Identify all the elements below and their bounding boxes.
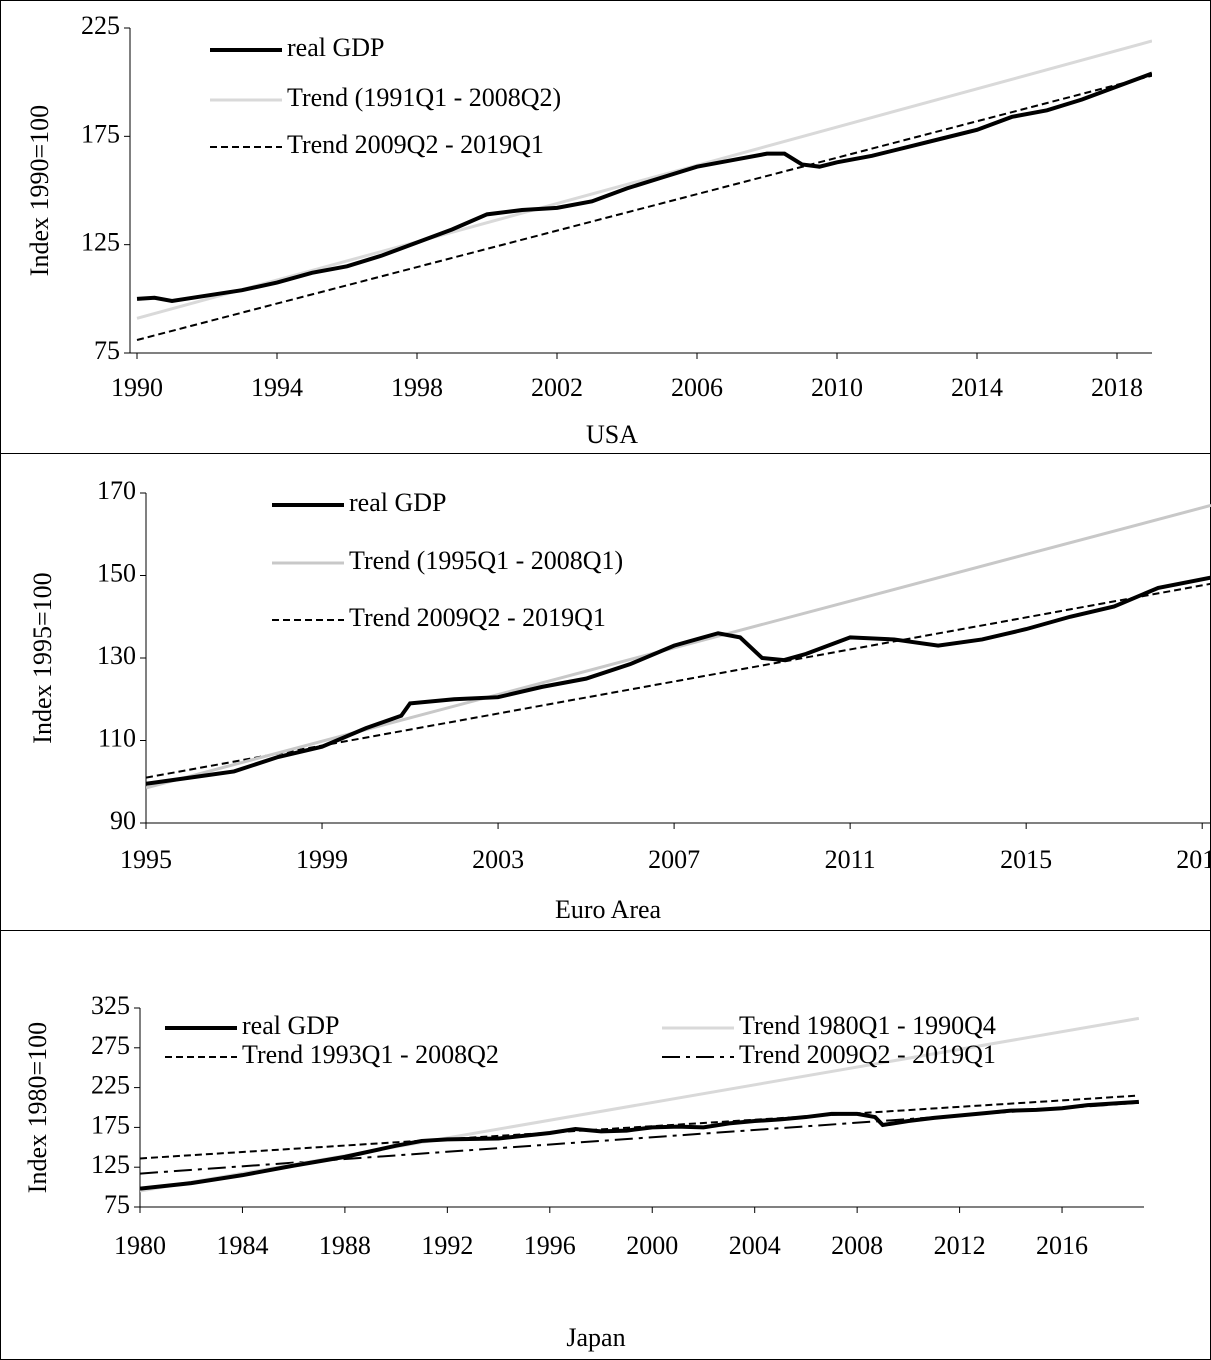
x-tick-label: 2008	[831, 1231, 883, 1260]
legend-label: Trend 1993Q1 - 2008Q2	[242, 1040, 499, 1069]
series-line	[140, 1101, 1139, 1175]
y-tick-label: 175	[91, 1110, 130, 1139]
series-line	[136, 71, 1152, 304]
y-tick-label: 75	[104, 1190, 130, 1219]
series-line	[136, 39, 1152, 320]
x-tick-label: 2007	[648, 845, 700, 874]
x-tick-label: 1998	[391, 373, 443, 402]
legend-label: Trend (1991Q1 - 2008Q2)	[287, 83, 561, 112]
x-tick-label: 1988	[319, 1231, 371, 1260]
legend-label: real GDP	[242, 1011, 339, 1040]
x-tick-label: 2011	[825, 845, 876, 874]
x-tick-label: 1980	[114, 1231, 166, 1260]
series-line	[146, 503, 1211, 790]
y-tick-label: 225	[91, 1071, 130, 1100]
y-tick-label: 125	[91, 1150, 130, 1179]
panel-title: Euro Area	[555, 895, 662, 924]
x-tick-label: 2012	[934, 1231, 986, 1260]
y-tick-label: 170	[97, 476, 136, 505]
y-tick-label: 275	[91, 1031, 130, 1060]
x-tick-label: 2015	[1000, 845, 1052, 874]
x-tick-label: 2000	[626, 1231, 678, 1260]
x-tick-label: 1996	[524, 1231, 576, 1260]
x-tick-label: 1992	[421, 1231, 473, 1260]
x-tick-label: 2003	[472, 845, 524, 874]
x-tick-label: 2004	[729, 1231, 781, 1260]
legend-label: Trend 2009Q2 - 2019Q1	[739, 1040, 996, 1069]
y-axis-title: Index 1995=100	[28, 572, 57, 743]
y-axis-title: Index 1980=100	[23, 1022, 52, 1193]
legend-label: real GDP	[287, 33, 384, 62]
x-tick-label: 2018	[1091, 373, 1143, 402]
y-tick-label: 75	[94, 336, 120, 365]
y-tick-label: 325	[91, 991, 130, 1020]
legend-label: Trend (1995Q1 - 2008Q1)	[349, 546, 623, 575]
panel-title: USA	[586, 420, 638, 449]
y-tick-label: 130	[97, 641, 136, 670]
x-tick-label: 1995	[120, 845, 172, 874]
y-tick-label: 150	[97, 558, 136, 587]
y-tick-label: 90	[110, 806, 136, 835]
x-tick-label: 2002	[531, 373, 583, 402]
series-line	[136, 74, 1152, 341]
x-tick-label: 1999	[296, 845, 348, 874]
panel-title: Japan	[566, 1323, 625, 1352]
series-line	[146, 575, 1211, 786]
x-tick-label: 2010	[811, 373, 863, 402]
legend-label: real GDP	[349, 488, 446, 517]
legend-label: Trend 1980Q1 - 1990Q4	[739, 1011, 996, 1040]
y-tick-label: 125	[81, 228, 120, 257]
x-tick-label: 2019	[1176, 845, 1211, 874]
y-tick-label: 225	[81, 11, 120, 40]
x-tick-label: 1990	[111, 373, 163, 402]
x-tick-label: 1984	[216, 1231, 268, 1260]
y-tick-label: 175	[81, 119, 120, 148]
x-tick-label: 2006	[671, 373, 723, 402]
x-tick-label: 2014	[951, 373, 1003, 402]
y-tick-label: 110	[98, 723, 136, 752]
x-tick-label: 2016	[1036, 1231, 1088, 1260]
x-tick-label: 1994	[251, 373, 303, 402]
y-axis-title: Index 1990=100	[25, 105, 54, 276]
legend-label: Trend 2009Q2 - 2019Q1	[349, 603, 606, 632]
legend-label: Trend 2009Q2 - 2019Q1	[287, 130, 544, 159]
series-line	[140, 1099, 1140, 1191]
